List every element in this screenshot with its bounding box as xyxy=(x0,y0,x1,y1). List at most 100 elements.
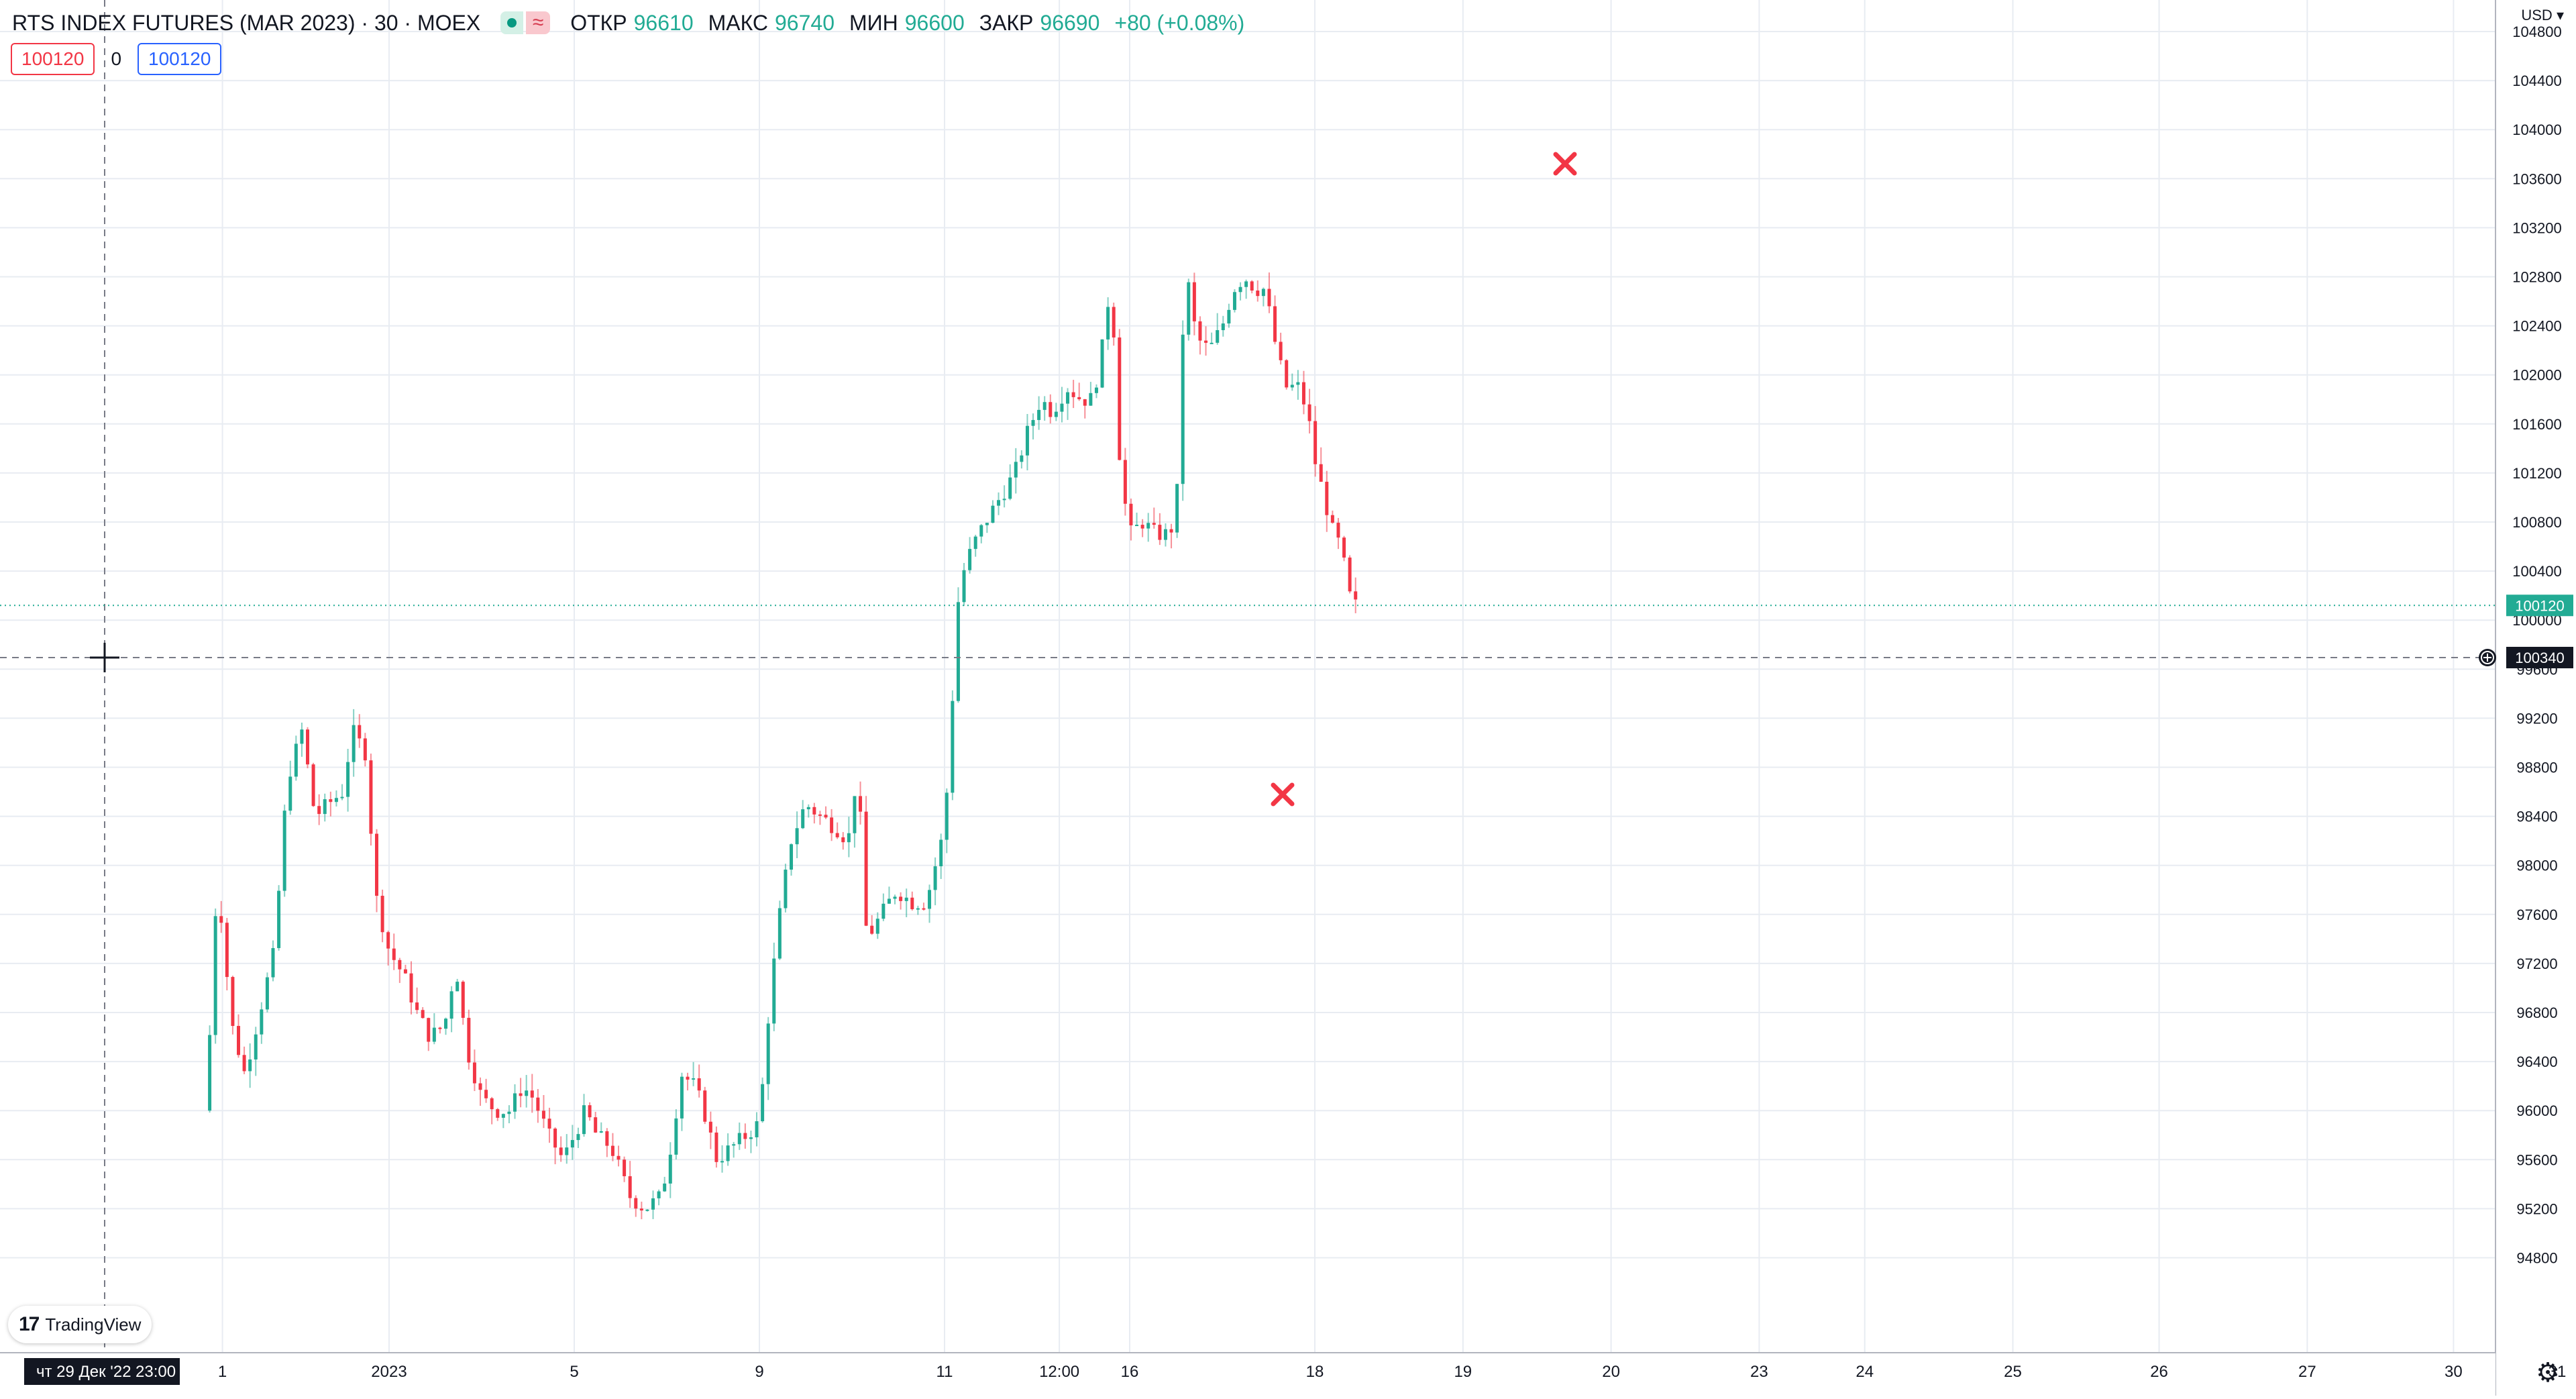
candle[interactable] xyxy=(1267,272,1271,313)
candle[interactable] xyxy=(536,1089,540,1123)
candle[interactable] xyxy=(213,908,217,1044)
candle[interactable] xyxy=(277,885,281,951)
candle[interactable] xyxy=(1049,394,1053,424)
candle[interactable] xyxy=(352,709,356,777)
candle[interactable] xyxy=(1140,519,1144,537)
candle[interactable] xyxy=(657,1189,661,1206)
candle[interactable] xyxy=(991,500,995,523)
candle[interactable] xyxy=(1250,280,1254,294)
candle[interactable] xyxy=(380,889,384,943)
market-status-icon[interactable] xyxy=(500,11,524,34)
candle[interactable] xyxy=(708,1111,712,1149)
add-alert-icon[interactable] xyxy=(2479,649,2496,666)
candle[interactable] xyxy=(979,523,983,543)
candle[interactable] xyxy=(525,1075,529,1108)
candle[interactable] xyxy=(409,961,413,1015)
candle[interactable] xyxy=(1158,513,1162,546)
candle[interactable] xyxy=(864,796,868,927)
sell-button[interactable]: 100120 xyxy=(11,43,95,75)
candle[interactable] xyxy=(1175,484,1179,538)
candle[interactable] xyxy=(853,796,857,848)
candle[interactable] xyxy=(530,1074,534,1113)
candle[interactable] xyxy=(761,1077,765,1123)
candle[interactable] xyxy=(973,534,977,557)
candle[interactable] xyxy=(484,1078,488,1103)
candle[interactable] xyxy=(956,587,960,703)
candle[interactable] xyxy=(1210,332,1214,344)
candle[interactable] xyxy=(582,1094,586,1137)
candle[interactable] xyxy=(1008,464,1012,501)
candle[interactable] xyxy=(1083,399,1087,419)
candle[interactable] xyxy=(806,804,810,818)
candle[interactable] xyxy=(260,1002,264,1044)
candle[interactable] xyxy=(1319,447,1323,482)
candle[interactable] xyxy=(951,690,955,800)
candle[interactable] xyxy=(674,1109,678,1160)
candle[interactable] xyxy=(720,1145,724,1173)
candle[interactable] xyxy=(697,1064,701,1098)
candle[interactable] xyxy=(1042,396,1046,421)
candle[interactable] xyxy=(835,822,839,839)
candle[interactable] xyxy=(553,1127,557,1165)
candle[interactable] xyxy=(403,964,407,974)
candle[interactable] xyxy=(1313,406,1318,477)
candle[interactable] xyxy=(369,754,373,846)
candle[interactable] xyxy=(248,1043,252,1088)
tradingview-logo[interactable]: 17 TradingView xyxy=(8,1306,152,1343)
candle[interactable] xyxy=(334,790,338,807)
candle[interactable] xyxy=(317,794,321,825)
candle[interactable] xyxy=(559,1136,563,1162)
candle[interactable] xyxy=(415,987,419,1015)
candle[interactable] xyxy=(818,811,822,825)
candle[interactable] xyxy=(519,1078,523,1108)
candle[interactable] xyxy=(386,930,390,966)
candle[interactable] xyxy=(801,800,805,829)
candle[interactable] xyxy=(1066,388,1070,420)
gear-icon[interactable]: ⚙ xyxy=(2536,1358,2560,1388)
candle[interactable] xyxy=(743,1123,747,1149)
candle[interactable] xyxy=(1152,507,1156,529)
candle[interactable] xyxy=(570,1125,574,1160)
candle[interactable] xyxy=(288,760,292,815)
candle[interactable] xyxy=(1106,297,1110,350)
candle[interactable] xyxy=(1290,373,1294,391)
candle[interactable] xyxy=(663,1176,667,1192)
candle[interactable] xyxy=(841,832,845,850)
candle[interactable] xyxy=(1330,510,1334,524)
candle[interactable] xyxy=(208,1025,212,1113)
candle[interactable] xyxy=(899,892,903,910)
candle[interactable] xyxy=(346,749,350,812)
candle[interactable] xyxy=(1112,302,1116,346)
candle[interactable] xyxy=(478,1077,482,1106)
candle[interactable] xyxy=(340,784,344,800)
candle[interactable] xyxy=(254,1027,258,1076)
candle[interactable] xyxy=(421,1006,425,1019)
candle[interactable] xyxy=(928,884,932,923)
candle[interactable] xyxy=(282,805,286,897)
candle[interactable] xyxy=(790,843,794,876)
candle[interactable] xyxy=(1301,370,1305,415)
candle[interactable] xyxy=(1100,339,1104,388)
candle[interactable] xyxy=(375,829,379,913)
candle[interactable] xyxy=(294,735,298,781)
candle[interactable] xyxy=(881,893,885,921)
candle[interactable] xyxy=(830,809,834,841)
candle[interactable] xyxy=(461,980,465,1025)
candle[interactable] xyxy=(1146,513,1150,542)
candle[interactable] xyxy=(870,915,874,935)
candle[interactable] xyxy=(219,900,223,933)
candle[interactable] xyxy=(427,1017,431,1051)
order-qty[interactable]: 0 xyxy=(111,48,122,69)
time-axis[interactable] xyxy=(0,1353,2496,1396)
candle[interactable] xyxy=(605,1128,609,1157)
candle[interactable] xyxy=(824,806,828,819)
candle[interactable] xyxy=(576,1127,580,1148)
buy-button[interactable]: 100120 xyxy=(138,43,222,75)
candle[interactable] xyxy=(496,1108,500,1121)
candle[interactable] xyxy=(962,562,966,607)
candle[interactable] xyxy=(455,978,460,992)
candle[interactable] xyxy=(1325,470,1329,532)
candle[interactable] xyxy=(311,762,315,807)
candle[interactable] xyxy=(444,1017,448,1035)
candle[interactable] xyxy=(1204,326,1208,356)
